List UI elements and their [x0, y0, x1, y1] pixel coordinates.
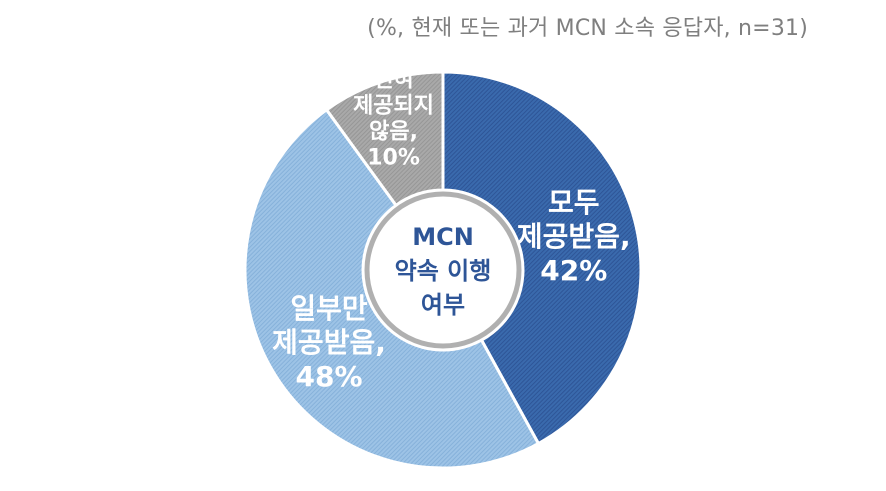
slice-labels: 모두 제공받음, 42%일부만 제공받음, 48%전혀 제공되지 않음, 10% — [272, 68, 630, 394]
slice-label-3: 전혀 제공되지 않음, 10% — [353, 68, 434, 171]
slice-label-1: 모두 제공받음, 42% — [517, 186, 631, 287]
slice-label-3-line-1: 전혀 — [373, 68, 413, 93]
slice-2 — [243, 107, 541, 470]
slice-1 — [441, 70, 643, 446]
slice-3 — [324, 70, 445, 208]
slice-label-3-line-4: 10% — [367, 146, 420, 171]
donut-slices — [243, 70, 643, 470]
chart-subtitle: (%, 현재 또는 과거 MCN 소속 응답자, n=31) — [367, 16, 808, 41]
center-label-line-1: MCN — [412, 223, 474, 251]
center-label-line-3: 여부 — [421, 291, 465, 319]
slice-label-2-line-2: 제공받음, — [272, 326, 386, 359]
slice-label-3-line-2: 제공되지 — [353, 94, 434, 119]
center-ring — [364, 191, 522, 349]
slice-label-2-line-3: 48% — [296, 360, 363, 393]
slice-label-1-line-3: 42% — [540, 254, 607, 287]
slice-label-2-line-1: 일부만 — [290, 292, 368, 325]
slice-label-2: 일부만 제공받음, 48% — [272, 292, 386, 393]
slice-label-1-line-2: 제공받음, — [517, 220, 631, 253]
center-label-line-2: 약속 이행 — [395, 257, 492, 285]
slice-label-1-line-1: 모두 — [548, 186, 600, 219]
slice-label-3-line-3: 않음, — [369, 120, 418, 145]
